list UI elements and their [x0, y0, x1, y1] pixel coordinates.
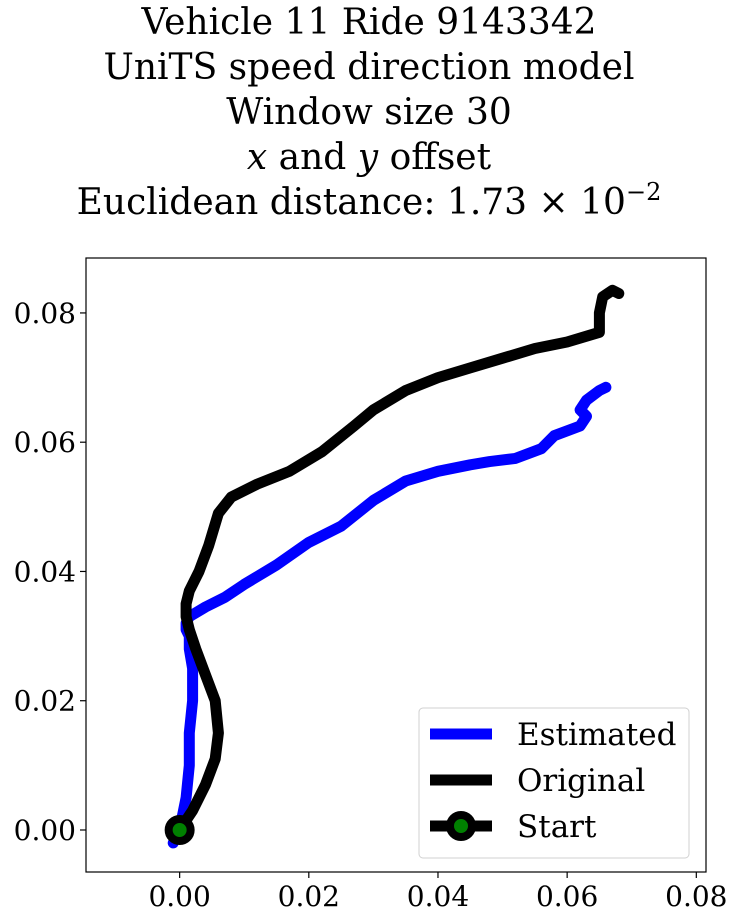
title-and: and	[267, 137, 358, 178]
x-tick-label: 0.00	[148, 880, 210, 913]
title-line-4: x and y offset	[0, 135, 738, 180]
x-tick-label: 0.02	[278, 880, 340, 913]
legend-label-start: Start	[517, 809, 597, 845]
legend-label-estimated: Estimated	[517, 717, 676, 753]
series-estimated-line	[167, 381, 612, 849]
series-original-line	[174, 284, 625, 836]
x-tick-label: 0.06	[536, 880, 598, 913]
start-marker	[164, 814, 195, 845]
title-var-x: x	[246, 137, 268, 178]
y-tick-label: 0.02	[14, 685, 76, 718]
title-var-y: y	[357, 137, 379, 178]
title-times: × 10	[527, 182, 626, 223]
y-tick-label: 0.06	[14, 426, 76, 459]
legend-start-marker	[446, 811, 476, 841]
legend: Estimated Original Start	[418, 707, 690, 859]
x-tick-label: 0.04	[407, 880, 469, 913]
title-exponent: −2	[625, 178, 662, 206]
title-line-5: Euclidean distance: 1.73 × 10−2	[0, 180, 738, 225]
y-tick-label: 0.08	[14, 297, 76, 330]
series-layer	[164, 284, 625, 849]
title-offset: offset	[378, 137, 492, 178]
title-distance: Euclidean distance: 1.73	[76, 182, 528, 223]
title-line-2: UniTS speed direction model	[103, 47, 635, 88]
y-tick-label: 0.00	[14, 814, 76, 847]
y-tick-label: 0.04	[14, 555, 76, 588]
title-line-1: Vehicle 11 Ride 9143342	[141, 2, 597, 43]
title-line-3: Window size 30	[226, 92, 512, 133]
x-tick-label: 0.08	[665, 880, 727, 913]
plot-frame	[85, 257, 707, 873]
chart-title: Vehicle 11 Ride 9143342 UniTS speed dire…	[0, 0, 738, 225]
ticks-layer: 0.00 0.02 0.04 0.06 0.08 0.00 0.02 0.04 0.06 0.08	[14, 297, 728, 913]
legend-label-original: Original	[517, 763, 645, 799]
